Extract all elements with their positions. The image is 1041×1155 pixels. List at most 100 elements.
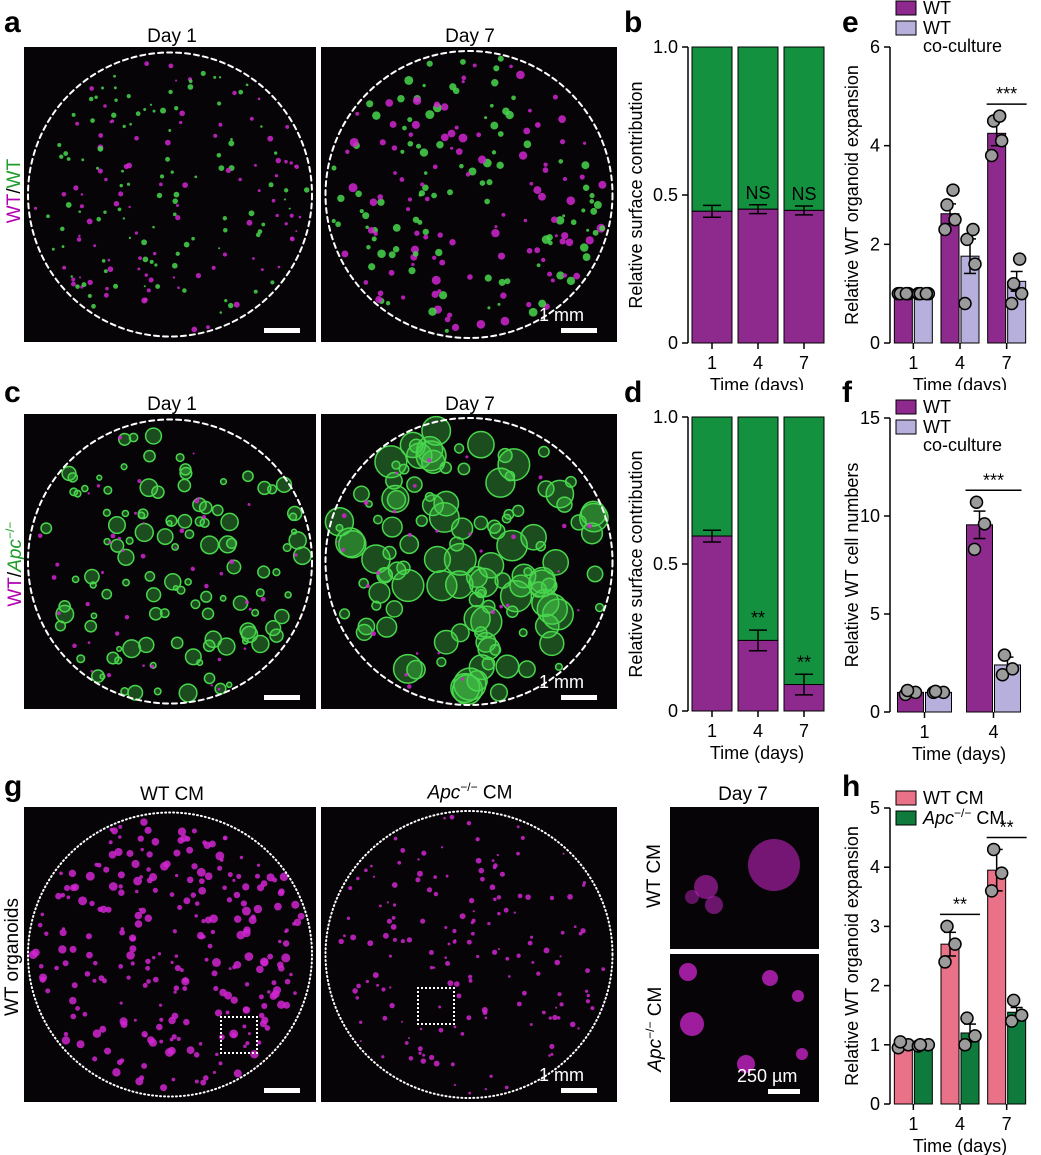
organoid [267,135,274,142]
organoid [445,960,451,966]
organoid [459,163,464,169]
organoid [103,485,113,495]
organoid [222,885,227,891]
well-outline [324,810,614,1099]
organoid [511,504,525,518]
organoid [487,519,502,534]
organoid [130,961,135,966]
organoid [402,125,407,131]
organoid [555,1006,558,1009]
organoid [495,654,520,679]
organoid [295,230,298,233]
organoid [431,275,441,285]
data-point [948,937,962,951]
bar-top [783,46,825,211]
organoid [33,206,38,210]
organoid [283,198,286,201]
bar-bottom [691,210,733,344]
organoid [455,148,463,155]
organoid [562,852,565,855]
organoid [105,906,112,913]
organoid [569,1021,576,1028]
organoid [146,851,153,858]
x-tick-label: 1 [908,1114,918,1134]
organoid [256,1040,262,1045]
organoid [408,132,414,137]
organoid [174,546,177,549]
panel-letter-c: c [4,376,21,409]
scale-bar [561,1088,597,1093]
organoid [489,643,502,656]
organoid [382,545,397,561]
organoid [99,673,106,680]
organoid [365,979,370,984]
organoid [90,118,95,123]
data-point [938,222,952,237]
organoid [331,165,337,171]
organoid [550,1052,554,1056]
organoid [177,286,180,290]
organoid [201,918,206,924]
organoid [348,183,358,193]
organoid [341,250,349,258]
organoid [158,1003,163,1007]
organoid [82,1011,88,1017]
organoid [219,594,227,602]
legend-swatch [895,419,917,435]
organoid [245,1041,250,1046]
organoid [96,474,103,481]
organoid [110,533,116,539]
organoid [381,987,386,992]
organoid [395,471,399,475]
organoid [71,883,80,891]
organoid [81,282,87,288]
data-point [1014,286,1029,301]
organoid [126,182,131,186]
organoid [86,951,93,959]
organoid [254,873,261,879]
organoid [407,117,413,123]
organoid [531,588,560,618]
organoid [497,947,501,951]
organoid [171,1077,176,1082]
organoid [76,237,82,242]
organoid [146,877,153,884]
organoid [59,871,63,876]
organoid [415,514,428,527]
organoid [433,891,439,897]
organoid [157,952,162,956]
organoid [111,112,117,118]
organoid [87,492,90,495]
organoid [478,867,485,874]
organoid [525,894,531,900]
scale-label: 1 mm [539,672,584,692]
organoid [197,497,201,500]
organoid [196,867,206,877]
organoid [257,97,261,101]
organoid [63,1031,69,1037]
organoid [450,672,481,704]
organoid [490,121,499,130]
organoid [444,316,451,323]
organoid [275,213,279,218]
organoid [210,684,213,687]
organoid [497,252,506,260]
organoid [272,986,282,995]
organoid [173,849,181,857]
scale-bar [768,1089,800,1094]
organoid [284,978,291,985]
organoid [182,182,188,188]
organoid [144,427,163,445]
organoid [476,588,486,598]
organoid [97,145,104,152]
organoid [528,108,532,113]
organoid [468,654,495,681]
organoid [56,611,61,616]
bar [913,293,933,344]
organoid [376,983,380,987]
organoid [376,570,381,575]
organoid [224,299,228,303]
scale-bar [264,328,300,333]
organoid [139,1075,145,1081]
organoid [58,945,67,954]
